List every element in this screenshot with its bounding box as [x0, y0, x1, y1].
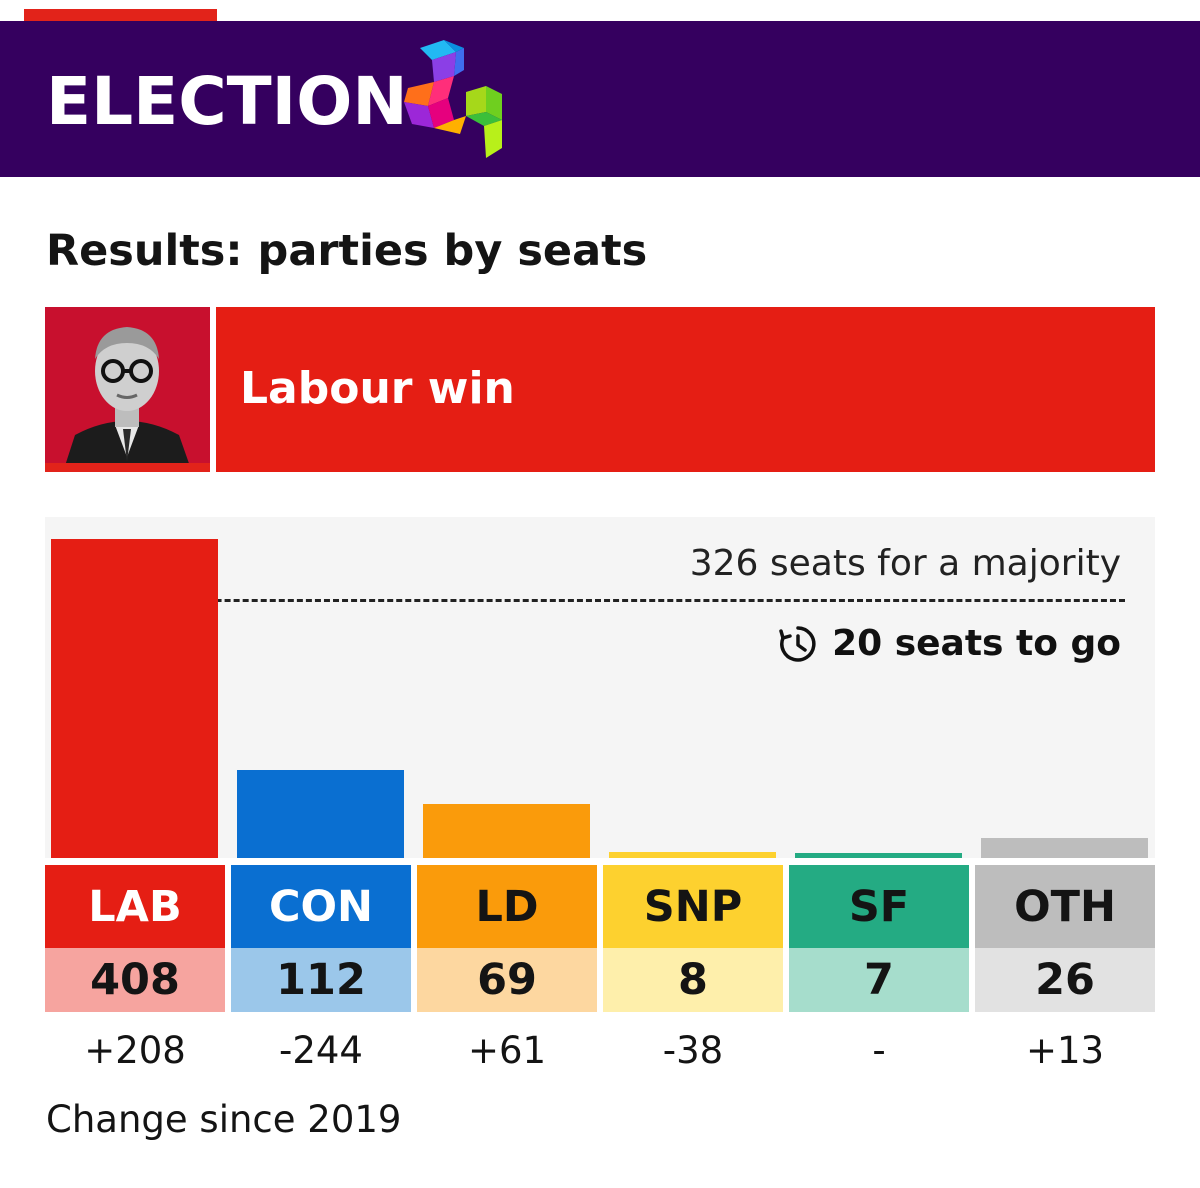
party-label-lab: LAB	[45, 865, 225, 948]
header-bar	[0, 21, 1200, 177]
footnote: Change since 2019	[46, 1098, 402, 1141]
top-accent-bar	[24, 9, 217, 21]
majority-label: 326 seats for a majority	[689, 543, 1121, 584]
seats-to-go: 20 seats to go	[778, 623, 1121, 664]
majority-line	[71, 599, 1125, 602]
brand-title: ELECTION	[46, 63, 408, 140]
seat-count-con: 112	[231, 948, 411, 1012]
bar-sf	[795, 852, 962, 858]
bar-lab	[51, 539, 218, 858]
party-label-oth: OTH	[975, 865, 1155, 948]
seats-to-go-text: 20 seats to go	[832, 623, 1121, 664]
seat-count-snp: 8	[603, 948, 783, 1012]
seat-count-sf: 7	[789, 948, 969, 1012]
seat-chart-plot: 326 seats for a majority 20 seats to go	[45, 517, 1155, 858]
party-label-snp: SNP	[603, 865, 783, 948]
bar-snp	[609, 851, 776, 858]
timer-icon	[779, 625, 816, 662]
party-label-con: CON	[231, 865, 411, 948]
seat-change-snp: -38	[662, 1028, 724, 1072]
photo-accent-strip	[45, 463, 210, 472]
leader-photo	[45, 307, 210, 472]
seat-change-ld: +61	[467, 1028, 547, 1072]
party-label-sf: SF	[789, 865, 969, 948]
result-banner-text: Labour win	[240, 363, 515, 414]
seat-change-lab: +208	[84, 1028, 186, 1072]
seat-change-sf: -	[872, 1028, 886, 1072]
result-banner: Labour win	[216, 307, 1155, 472]
party-label-ld: LD	[417, 865, 597, 948]
bar-oth	[981, 837, 1148, 858]
page-title: Results: parties by seats	[46, 226, 648, 276]
bar-con	[237, 770, 404, 858]
seat-count-lab: 408	[45, 948, 225, 1012]
seat-count-oth: 26	[975, 948, 1155, 1012]
leader-portrait-icon	[45, 307, 210, 472]
seat-count-ld: 69	[417, 948, 597, 1012]
bar-ld	[423, 804, 590, 858]
seat-change-con: -244	[279, 1028, 363, 1072]
election-24-logo-icon	[404, 40, 502, 158]
seat-change-oth: +13	[1025, 1028, 1105, 1072]
